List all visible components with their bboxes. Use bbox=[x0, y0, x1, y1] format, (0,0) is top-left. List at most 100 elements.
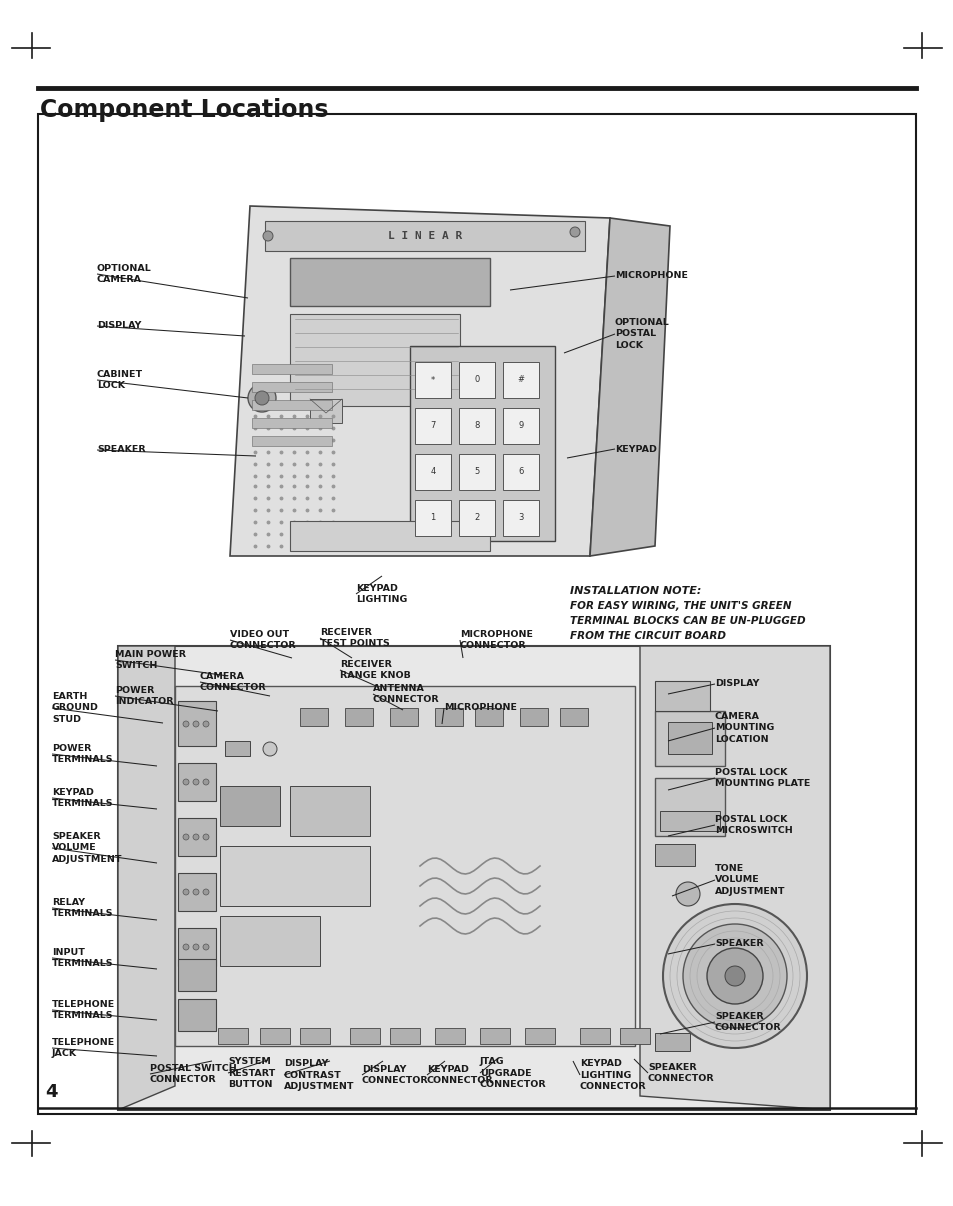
Bar bbox=[290, 521, 490, 551]
Text: TONE
VOLUME
ADJUSTMENT: TONE VOLUME ADJUSTMENT bbox=[714, 865, 784, 896]
Circle shape bbox=[706, 948, 762, 1005]
Bar bbox=[350, 1028, 379, 1044]
Bar bbox=[220, 845, 370, 906]
Text: 4: 4 bbox=[430, 468, 436, 476]
Text: SPEAKER: SPEAKER bbox=[97, 445, 146, 455]
Bar bbox=[655, 1034, 689, 1050]
Bar bbox=[619, 1028, 649, 1044]
Text: OPTIONAL
CAMERA: OPTIONAL CAMERA bbox=[97, 264, 152, 285]
Circle shape bbox=[662, 904, 806, 1048]
Text: 6: 6 bbox=[517, 468, 523, 476]
Text: TELEPHONE
TERMINALS: TELEPHONE TERMINALS bbox=[52, 1000, 115, 1020]
Circle shape bbox=[193, 721, 199, 727]
Text: FROM THE CIRCUIT BOARD: FROM THE CIRCUIT BOARD bbox=[569, 631, 725, 642]
Circle shape bbox=[193, 779, 199, 785]
Bar bbox=[519, 708, 547, 726]
Bar bbox=[299, 708, 328, 726]
Polygon shape bbox=[639, 646, 829, 1110]
Text: VIDEO OUT
CONNECTOR: VIDEO OUT CONNECTOR bbox=[230, 630, 296, 650]
Text: L I N E A R: L I N E A R bbox=[388, 232, 461, 241]
Bar bbox=[659, 810, 720, 831]
Text: POSTAL SWITCH
CONNECTOR: POSTAL SWITCH CONNECTOR bbox=[150, 1064, 236, 1084]
Text: CAMERA
MOUNTING
LOCATION: CAMERA MOUNTING LOCATION bbox=[714, 713, 774, 744]
Text: 2: 2 bbox=[474, 514, 479, 522]
Bar bbox=[225, 740, 250, 756]
Bar bbox=[299, 1028, 330, 1044]
Circle shape bbox=[569, 227, 579, 238]
Circle shape bbox=[203, 835, 209, 841]
Bar bbox=[345, 708, 373, 726]
Bar bbox=[290, 314, 459, 406]
Polygon shape bbox=[589, 218, 669, 556]
Bar bbox=[38, 115, 915, 1114]
Circle shape bbox=[183, 835, 189, 841]
Bar bbox=[252, 382, 332, 392]
Bar bbox=[252, 400, 332, 410]
Bar bbox=[178, 959, 215, 991]
Bar bbox=[178, 927, 215, 966]
Bar bbox=[479, 1028, 510, 1044]
Text: DISPLAY: DISPLAY bbox=[97, 322, 141, 330]
Bar bbox=[435, 1028, 464, 1044]
Bar bbox=[415, 453, 451, 490]
Text: 0: 0 bbox=[474, 375, 479, 385]
Bar bbox=[458, 408, 495, 444]
Text: SPEAKER
VOLUME
ADJUSTMENT: SPEAKER VOLUME ADJUSTMENT bbox=[52, 832, 122, 863]
Text: RECEIVER
TEST POINTS: RECEIVER TEST POINTS bbox=[319, 628, 390, 648]
Text: KEYPAD
LIGHTING
CONNECTOR: KEYPAD LIGHTING CONNECTOR bbox=[579, 1059, 646, 1090]
Circle shape bbox=[193, 889, 199, 895]
Bar bbox=[559, 708, 587, 726]
Text: CAMERA
CONNECTOR: CAMERA CONNECTOR bbox=[200, 672, 266, 692]
Circle shape bbox=[183, 944, 189, 950]
Text: SPEAKER
CONNECTOR: SPEAKER CONNECTOR bbox=[647, 1062, 714, 1083]
Text: OPTIONAL
POSTAL
LOCK: OPTIONAL POSTAL LOCK bbox=[615, 318, 669, 350]
Text: TERMINAL BLOCKS CAN BE UN-PLUGGED: TERMINAL BLOCKS CAN BE UN-PLUGGED bbox=[569, 616, 804, 626]
Text: KEYPAD: KEYPAD bbox=[615, 445, 657, 453]
Text: POSTAL LOCK
MOUNTING PLATE: POSTAL LOCK MOUNTING PLATE bbox=[714, 768, 809, 788]
Text: 7: 7 bbox=[430, 422, 436, 431]
Bar bbox=[178, 701, 215, 747]
Text: MICROPHONE: MICROPHONE bbox=[443, 703, 517, 713]
Text: MAIN POWER
SWITCH: MAIN POWER SWITCH bbox=[115, 650, 186, 671]
Text: RECEIVER
RANGE KNOB: RECEIVER RANGE KNOB bbox=[339, 660, 411, 680]
Text: ANTENNA
CONNECTOR: ANTENNA CONNECTOR bbox=[373, 684, 439, 704]
Bar bbox=[178, 999, 215, 1031]
Circle shape bbox=[248, 384, 275, 412]
Bar bbox=[502, 362, 538, 398]
Bar bbox=[502, 408, 538, 444]
Bar bbox=[435, 708, 462, 726]
Bar bbox=[655, 844, 695, 866]
Text: Component Locations: Component Locations bbox=[40, 98, 328, 122]
Bar bbox=[458, 362, 495, 398]
Circle shape bbox=[203, 779, 209, 785]
Text: 3: 3 bbox=[517, 514, 523, 522]
Bar bbox=[178, 873, 215, 911]
Circle shape bbox=[676, 882, 700, 906]
Circle shape bbox=[263, 742, 276, 756]
Bar bbox=[252, 437, 332, 446]
Text: DISPLAY
CONTRAST
ADJUSTMENT: DISPLAY CONTRAST ADJUSTMENT bbox=[284, 1059, 355, 1090]
Text: POWER
INDICATOR: POWER INDICATOR bbox=[115, 686, 173, 706]
Bar bbox=[410, 346, 555, 541]
Bar bbox=[458, 500, 495, 535]
Text: DISPLAY: DISPLAY bbox=[714, 679, 759, 689]
Text: POWER
TERMINALS: POWER TERMINALS bbox=[52, 744, 113, 765]
Text: KEYPAD
CONNECTOR: KEYPAD CONNECTOR bbox=[427, 1065, 493, 1085]
Text: CABINET
LOCK: CABINET LOCK bbox=[97, 370, 143, 390]
Text: EARTH
GROUND
STUD: EARTH GROUND STUD bbox=[52, 692, 99, 724]
Bar bbox=[502, 500, 538, 535]
Bar bbox=[218, 1028, 248, 1044]
Bar bbox=[415, 500, 451, 535]
Bar bbox=[655, 778, 724, 836]
Text: SPEAKER: SPEAKER bbox=[714, 939, 762, 948]
Circle shape bbox=[183, 889, 189, 895]
Circle shape bbox=[193, 944, 199, 950]
Circle shape bbox=[682, 924, 786, 1028]
Bar bbox=[265, 221, 584, 251]
Text: DISPLAY
CONNECTOR: DISPLAY CONNECTOR bbox=[361, 1065, 428, 1085]
Text: SYSTEM
RESTART
BUTTON: SYSTEM RESTART BUTTON bbox=[228, 1058, 275, 1089]
Text: FOR EASY WIRING, THE UNIT'S GREEN: FOR EASY WIRING, THE UNIT'S GREEN bbox=[569, 601, 791, 611]
Text: POSTAL LOCK
MICROSWITCH: POSTAL LOCK MICROSWITCH bbox=[714, 815, 792, 835]
Bar bbox=[220, 917, 319, 966]
Circle shape bbox=[193, 835, 199, 841]
